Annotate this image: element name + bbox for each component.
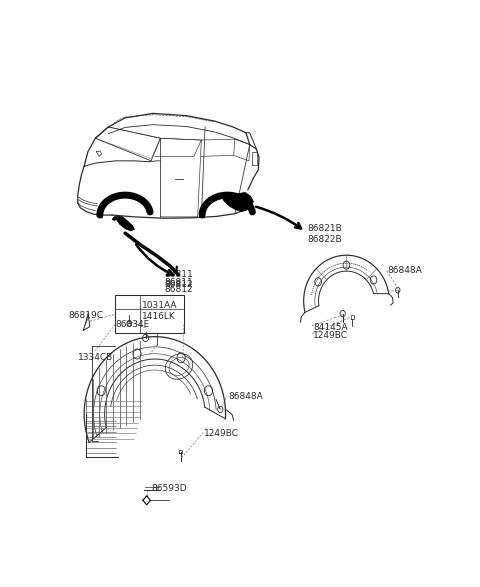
Text: 1031AA
1416LK: 1031AA 1416LK [142,301,177,321]
Text: 86811: 86811 [164,278,192,288]
Text: 86593D: 86593D [151,484,187,492]
Polygon shape [112,216,134,231]
Text: 86812: 86812 [164,285,192,294]
Text: 1249BC: 1249BC [313,331,348,340]
Text: 86811
86812: 86811 86812 [164,270,192,289]
Polygon shape [223,193,253,211]
Text: 86821B
86822B: 86821B 86822B [307,224,342,244]
Text: 86848A: 86848A [387,266,422,275]
Text: 86848A: 86848A [228,392,263,402]
Text: 84145A: 84145A [313,323,348,332]
Text: 1334CB: 1334CB [77,353,113,362]
Text: 86819C: 86819C [68,311,103,321]
Text: 1249BC: 1249BC [204,429,240,438]
Text: 86834E: 86834E [115,321,149,329]
